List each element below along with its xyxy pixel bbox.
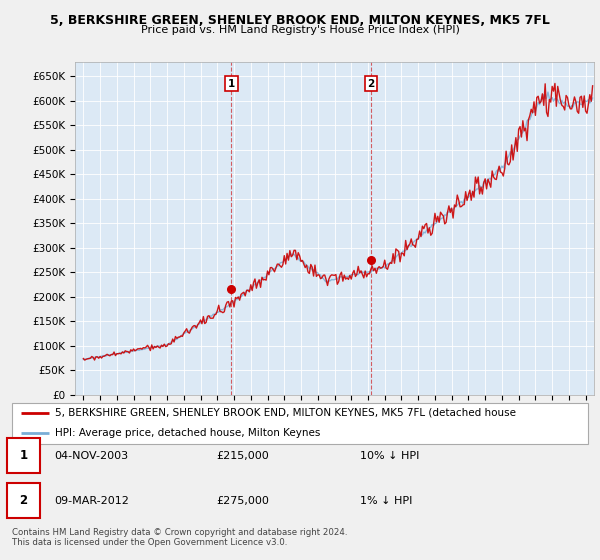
Text: 09-MAR-2012: 09-MAR-2012 (54, 496, 129, 506)
Text: Contains HM Land Registry data © Crown copyright and database right 2024.
This d: Contains HM Land Registry data © Crown c… (12, 528, 347, 547)
Text: Price paid vs. HM Land Registry's House Price Index (HPI): Price paid vs. HM Land Registry's House … (140, 25, 460, 35)
Text: 2: 2 (19, 494, 28, 507)
Text: 2: 2 (367, 78, 374, 88)
Text: 1% ↓ HPI: 1% ↓ HPI (360, 496, 412, 506)
Text: 10% ↓ HPI: 10% ↓ HPI (360, 451, 419, 461)
Text: 5, BERKSHIRE GREEN, SHENLEY BROOK END, MILTON KEYNES, MK5 7FL (detached house: 5, BERKSHIRE GREEN, SHENLEY BROOK END, M… (55, 408, 516, 418)
Text: 5, BERKSHIRE GREEN, SHENLEY BROOK END, MILTON KEYNES, MK5 7FL: 5, BERKSHIRE GREEN, SHENLEY BROOK END, M… (50, 14, 550, 27)
Text: £215,000: £215,000 (216, 451, 269, 461)
Text: £275,000: £275,000 (216, 496, 269, 506)
Text: 04-NOV-2003: 04-NOV-2003 (54, 451, 128, 461)
Text: HPI: Average price, detached house, Milton Keynes: HPI: Average price, detached house, Milt… (55, 428, 320, 438)
Text: 1: 1 (228, 78, 235, 88)
FancyBboxPatch shape (12, 403, 588, 444)
Text: 1: 1 (19, 449, 28, 463)
